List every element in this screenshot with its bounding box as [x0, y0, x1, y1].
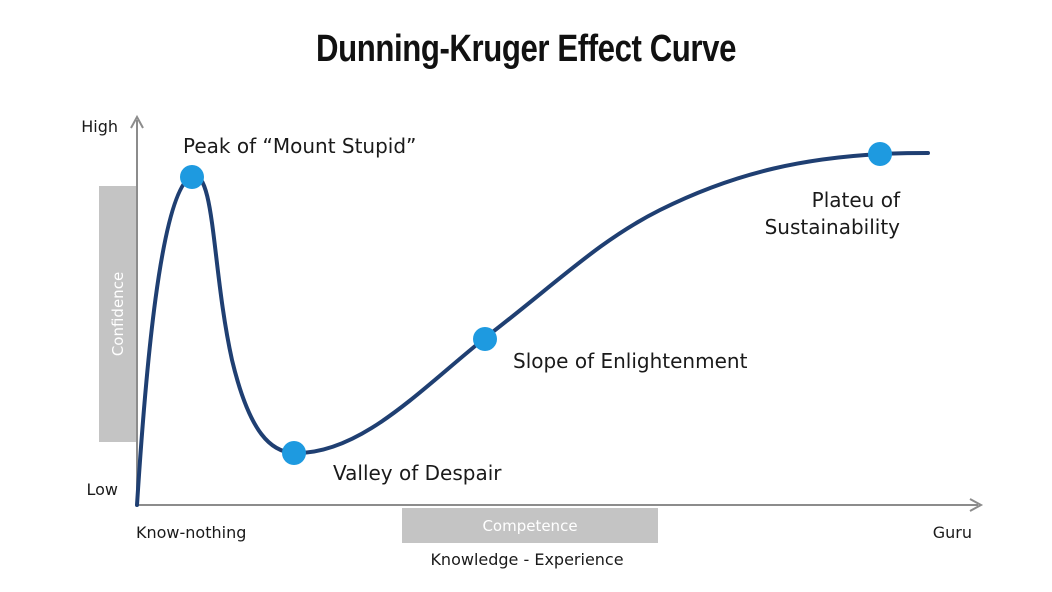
x-axis-arrow-icon [969, 498, 984, 512]
slope-point [473, 327, 497, 351]
confidence-bar [99, 186, 136, 442]
x-end-label: Guru [933, 523, 972, 542]
x-start-label: Know-nothing [136, 523, 246, 542]
confidence-label: Confidence [109, 272, 127, 356]
competence-bar [402, 508, 658, 543]
diagram-title: Dunning-Kruger Effect Curve [315, 28, 736, 70]
y-low-label: Low [86, 480, 118, 499]
valley-label: Valley of Despair [333, 461, 502, 485]
plateau-label-line2: Sustainability [765, 215, 901, 239]
y-axis-arrow-icon [130, 114, 144, 129]
peak-point [180, 165, 204, 189]
dunning-kruger-curve [135, 151, 930, 507]
peak-label: Peak of “Mount Stupid” [183, 134, 416, 158]
competence-label: Competence [482, 517, 577, 535]
plateau-point [868, 142, 892, 166]
plateau-label-line1: Plateu of [812, 188, 901, 212]
valley-point [282, 441, 306, 465]
y-high-label: High [81, 117, 118, 136]
slope-label: Slope of Enlightenment [513, 349, 748, 373]
x-axis-label: Knowledge - Experience [430, 550, 623, 569]
